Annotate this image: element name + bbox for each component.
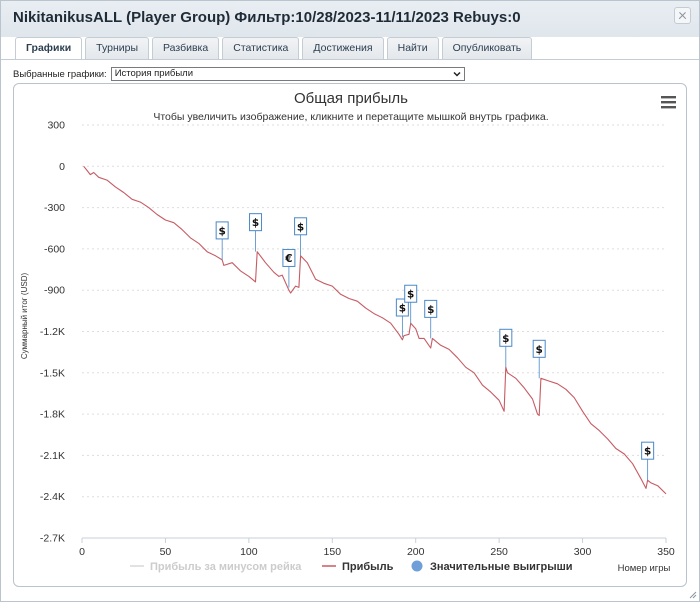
series bbox=[83, 165, 667, 495]
x-tick-label: 100 bbox=[240, 546, 258, 558]
window-title: NikitanikusALL (Player Group) Фильтр:10/… bbox=[13, 9, 521, 26]
y-axis-title: Суммарный итог (USD) bbox=[20, 273, 29, 360]
profit-series-line bbox=[83, 165, 667, 495]
graph-select-row: Выбранные графики: История прибыли bbox=[13, 67, 465, 81]
y-tick-label: -2.1K bbox=[40, 450, 65, 462]
flag-symbol: $ bbox=[219, 225, 226, 237]
flag-symbol: € bbox=[284, 253, 292, 265]
legend-item: Прибыль за минусом рейка bbox=[130, 561, 302, 573]
x-axis-title: Номер игры bbox=[618, 563, 671, 574]
x-tick-label: 250 bbox=[490, 546, 508, 558]
grid-lines bbox=[82, 124, 666, 539]
flag-box bbox=[249, 213, 263, 232]
big-win-flag: $ bbox=[499, 328, 513, 368]
graph-select-value: История прибыли bbox=[114, 68, 194, 79]
flag-box bbox=[424, 299, 438, 318]
flag-box bbox=[294, 217, 308, 236]
chart-title: Общая прибыль bbox=[294, 90, 408, 107]
chart-panel[interactable]: Общая прибыль Чтобы увеличить изображени… bbox=[13, 83, 687, 587]
x-tick-label: 150 bbox=[324, 546, 342, 558]
x-tick-label: 350 bbox=[657, 546, 675, 558]
hamburger-menu-icon[interactable] bbox=[661, 96, 676, 109]
tab-graphs[interactable]: Графики bbox=[15, 37, 83, 60]
flag-symbol: $ bbox=[297, 221, 304, 233]
flag-box bbox=[395, 298, 409, 317]
flag-box bbox=[499, 328, 513, 347]
flag-symbol: $ bbox=[644, 446, 651, 458]
resize-grip-icon[interactable] bbox=[688, 590, 697, 599]
x-tick-label: 50 bbox=[160, 546, 172, 558]
big-win-flag: $ bbox=[294, 217, 308, 256]
legend-label: Прибыль bbox=[342, 561, 394, 573]
tab-publish[interactable]: Опубликовать bbox=[441, 37, 533, 59]
y-tick-label: -900 bbox=[44, 285, 65, 297]
big-win-flag: $ bbox=[395, 298, 409, 338]
y-tick-label: 0 bbox=[59, 161, 65, 173]
x-tick-label: 300 bbox=[574, 546, 592, 558]
flag-symbol: $ bbox=[407, 289, 414, 301]
y-tick-label: -300 bbox=[44, 202, 65, 214]
chevron-down-icon bbox=[453, 71, 461, 77]
flag-box bbox=[282, 248, 296, 267]
chart-legend: Прибыль за минусом рейка Прибыль Значитель… bbox=[130, 560, 573, 573]
flag-box bbox=[404, 284, 418, 303]
flag-symbol: $ bbox=[502, 333, 509, 345]
tab-bar: Графики Турниры Разбивка Статистика Дост… bbox=[15, 37, 533, 60]
legend-label: Прибыль за минусом рейка bbox=[150, 561, 302, 573]
big-win-flag: $ bbox=[249, 213, 263, 252]
legend-item: Значительные выигрыши bbox=[411, 560, 573, 573]
tab-search[interactable]: Найти bbox=[386, 37, 439, 59]
big-win-flag: $ bbox=[215, 221, 229, 260]
big-win-flag: $ bbox=[532, 339, 546, 379]
flag-box bbox=[532, 339, 546, 358]
y-tick-label: -1.8K bbox=[40, 409, 65, 421]
y-tick-label: -1.2K bbox=[40, 326, 65, 338]
big-win-flag: $ bbox=[641, 441, 655, 481]
tab-statistics[interactable]: Статистика bbox=[222, 37, 300, 59]
x-tick-label: 200 bbox=[407, 546, 425, 558]
y-tick-label: -1.5K bbox=[40, 367, 65, 379]
big-win-flag: $ bbox=[424, 299, 438, 339]
tab-breakdown[interactable]: Разбивка bbox=[152, 37, 220, 59]
profit-chart[interactable]: Общая прибыль Чтобы увеличить изображени… bbox=[14, 84, 688, 588]
graph-select-label: Выбранные графики: bbox=[13, 68, 107, 80]
y-tick-label: 300 bbox=[47, 120, 65, 132]
y-tick-label: -2.4K bbox=[40, 491, 65, 503]
legend-marker bbox=[411, 560, 423, 572]
big-win-flags: $$€$$$$$$$ bbox=[215, 213, 655, 481]
y-tick-label: -2.7K bbox=[40, 533, 65, 545]
flag-box bbox=[215, 221, 229, 240]
big-win-flag: € bbox=[282, 248, 296, 288]
flag-box bbox=[641, 441, 655, 460]
close-icon[interactable] bbox=[674, 7, 691, 24]
axes: 300 0 -300 -600 -900 -1.2K -1.5K -1.8K -2.1K -2.4… bbox=[40, 120, 675, 559]
chart-subtitle: Чтобы увеличить изображение, кликните и … bbox=[153, 111, 548, 123]
x-tick-label: 0 bbox=[79, 546, 85, 558]
flag-symbol: $ bbox=[427, 304, 434, 316]
legend-item: Прибыль bbox=[322, 561, 394, 573]
tab-achievements[interactable]: Достижения bbox=[302, 37, 384, 59]
flag-symbol: $ bbox=[536, 344, 543, 356]
legend-label: Значительные выигрыши bbox=[430, 561, 573, 573]
tab-divider bbox=[1, 59, 699, 60]
big-win-flag: $ bbox=[404, 284, 418, 324]
tab-tournaments[interactable]: Турниры bbox=[85, 37, 150, 59]
flag-symbol: $ bbox=[399, 303, 406, 315]
graph-select-dropdown[interactable]: История прибыли bbox=[110, 67, 465, 81]
flag-symbol: $ bbox=[252, 217, 259, 229]
title-bar[interactable]: NikitanikusALL (Player Group) Фильтр:10/… bbox=[1, 1, 699, 37]
y-tick-label: -600 bbox=[44, 243, 65, 255]
